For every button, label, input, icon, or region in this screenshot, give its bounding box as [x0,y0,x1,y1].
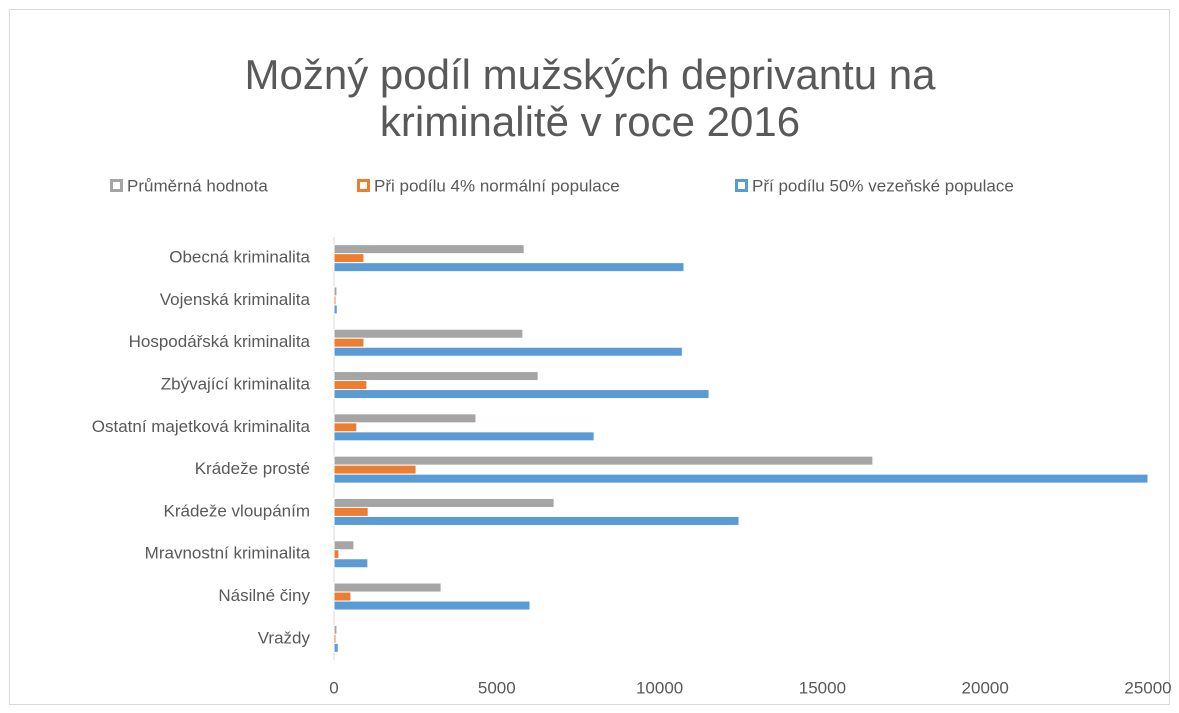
y-tick-label: Násilné činy [218,586,310,605]
y-tick-label: Ostatní majetková kriminalita [92,417,311,436]
bar [333,558,369,569]
chart-border [9,9,1170,705]
bar [333,633,337,644]
legend-label: Pří podílu 50% vezeňské populace [752,176,1014,195]
bar [333,624,338,635]
bar [333,422,358,433]
bar [333,473,1149,484]
bar [333,582,442,593]
bar [333,600,531,611]
chart-title: Možný podíl mužských deprivantu na [244,51,936,98]
bar [333,455,874,466]
x-tick-label: 20000 [962,678,1009,697]
bar [333,244,525,255]
bar [333,642,339,653]
bar [333,262,685,273]
legend-label: Při podílu 4% normální populace [374,176,620,195]
bar [333,295,337,306]
chart-title: kriminalitě v roce 2016 [380,98,800,145]
bar [333,549,340,560]
x-tick-label: 15000 [799,678,846,697]
y-tick-label: Vraždy [258,628,311,647]
bar [333,337,365,348]
legend-swatch [357,179,370,192]
bar [333,506,369,517]
bar [333,540,355,551]
bar [333,464,417,475]
bar [333,286,338,297]
bar [333,431,595,442]
x-tick-label: 0 [329,678,338,697]
y-tick-label: Mravnostní kriminalita [145,544,311,563]
y-tick-label: Krádeže prosté [195,459,310,478]
bar [333,253,365,264]
x-tick-label: 10000 [636,678,683,697]
bar [333,413,477,424]
bar [333,346,683,357]
y-tick-label: Krádeže vloupáním [164,501,310,520]
x-tick-label: 25000 [1124,678,1171,697]
y-tick-label: Vojenská kriminalita [160,290,311,309]
bar [333,515,740,526]
bar [333,380,368,391]
legend-swatch [735,179,748,192]
bar [333,389,710,400]
bar [333,591,352,602]
bar [333,304,338,315]
y-tick-label: Zbývající kriminalita [161,375,311,394]
bar [333,371,539,382]
legend-swatch [110,179,123,192]
y-tick-label: Hospodářská kriminalita [129,332,311,351]
bar [333,328,524,339]
x-tick-label: 5000 [478,678,516,697]
legend-label: Průměrná hodnota [127,176,268,195]
y-tick-label: Obecná kriminalita [169,248,310,267]
bar [333,497,555,508]
